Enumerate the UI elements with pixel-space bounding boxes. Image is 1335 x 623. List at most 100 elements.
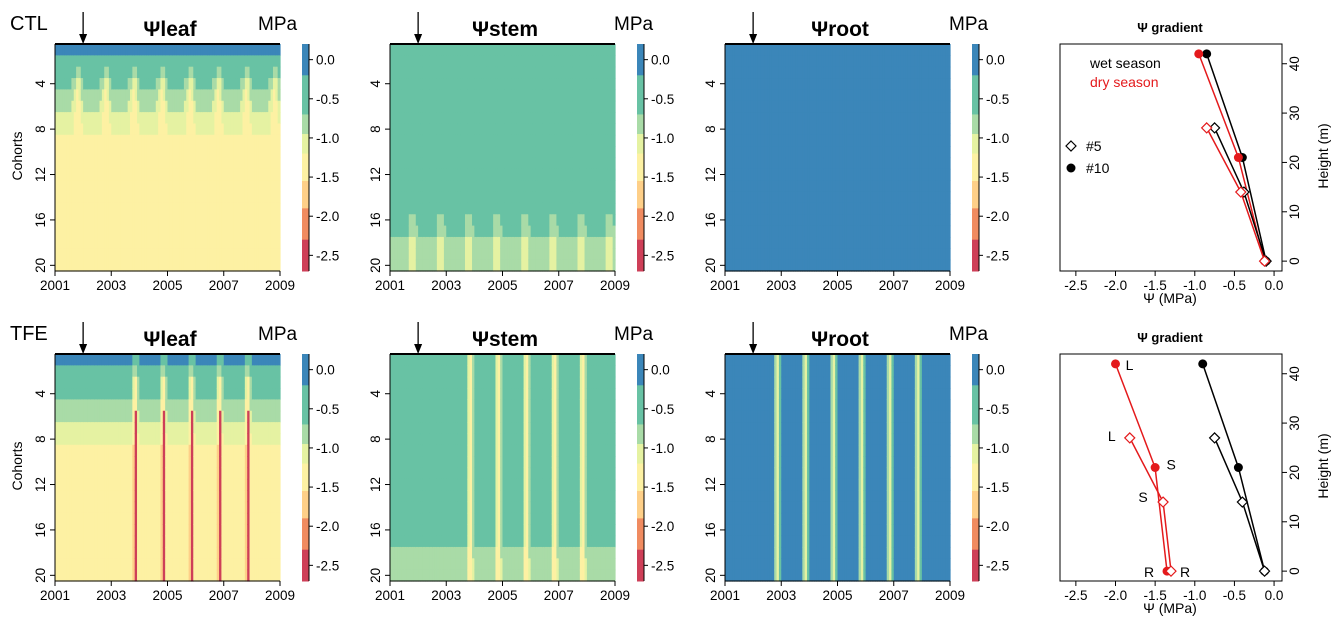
heat-cell xyxy=(443,168,447,181)
heat-cell xyxy=(481,248,485,261)
heat-cell xyxy=(814,123,817,136)
heat-cell xyxy=(554,225,557,238)
heat-cell xyxy=(108,146,112,159)
heat-cell xyxy=(411,191,415,204)
heat-cell xyxy=(216,89,220,102)
heat-cell xyxy=(507,225,511,238)
heat-cell xyxy=(205,66,208,79)
heat-cell xyxy=(839,66,843,79)
heat-cell xyxy=(446,44,450,56)
heat-cell xyxy=(605,157,609,170)
heat-cell xyxy=(823,89,827,102)
colorbar-swatch xyxy=(637,239,644,272)
heat-cell xyxy=(83,236,87,249)
heat-cell xyxy=(467,66,471,79)
heat-cell xyxy=(811,100,815,113)
heat-cell xyxy=(760,214,764,227)
heat-cell xyxy=(113,55,117,68)
heat-cell xyxy=(544,236,548,249)
heat-cell xyxy=(415,134,419,147)
heat-cell xyxy=(397,157,400,170)
heat-cell xyxy=(814,55,817,68)
heat-cell xyxy=(408,191,412,204)
heat-cell xyxy=(549,44,553,56)
heat-cell xyxy=(106,100,110,113)
heat-cell xyxy=(76,191,80,204)
heat-cell xyxy=(144,100,147,113)
heat-cell xyxy=(821,259,825,272)
heat-cell xyxy=(214,191,218,204)
heat-cell xyxy=(230,78,234,90)
heat-cell xyxy=(176,66,180,79)
heat-cell xyxy=(137,112,140,125)
heat-cell xyxy=(415,146,419,159)
heat-cell xyxy=(448,214,452,227)
heat-cell xyxy=(422,55,426,68)
heat-cell xyxy=(441,123,445,136)
heat-cell xyxy=(460,180,464,193)
heat-cell xyxy=(814,191,817,204)
heat-cell xyxy=(584,89,588,102)
heat-cell xyxy=(783,202,787,215)
heat-cell xyxy=(750,180,754,193)
heat-cell xyxy=(237,259,241,272)
heat-cell xyxy=(500,123,504,136)
heat-cell xyxy=(483,191,487,204)
heat-cell xyxy=(577,259,581,272)
heat-cell xyxy=(514,225,518,238)
heat-cell xyxy=(76,78,80,90)
heat-cell xyxy=(577,248,581,261)
heat-cell xyxy=(221,112,225,125)
heat-cell xyxy=(474,191,478,204)
heat-cell xyxy=(399,78,403,90)
heat-cell xyxy=(821,168,825,181)
heat-cell xyxy=(422,259,426,272)
heat-cell xyxy=(516,55,520,68)
heat-cell xyxy=(132,89,136,102)
heat-cell xyxy=(500,157,504,170)
heat-cell xyxy=(809,180,813,193)
heat-cell xyxy=(783,168,787,181)
heat-cell xyxy=(729,44,733,56)
heat-cell xyxy=(497,123,501,136)
heat-cell xyxy=(73,78,77,90)
heat-cell xyxy=(127,100,131,113)
heat-cell xyxy=(425,202,429,215)
heat-cell xyxy=(807,134,810,147)
heat-cell xyxy=(125,214,129,227)
heat-cell xyxy=(556,112,560,125)
heat-cell xyxy=(750,89,754,102)
heat-cell xyxy=(743,66,747,79)
heat-cell xyxy=(115,202,119,215)
heat-cell xyxy=(551,214,555,227)
heat-cell xyxy=(446,180,450,193)
heat-cell xyxy=(832,168,836,181)
heat-cell xyxy=(228,100,232,113)
heat-cell xyxy=(570,157,574,170)
heat-cell xyxy=(750,44,754,56)
heat-cell xyxy=(443,44,447,56)
heat-cell xyxy=(254,180,258,193)
heat-cell xyxy=(270,157,274,170)
heat-cell xyxy=(111,112,115,125)
heat-cell xyxy=(443,180,447,193)
heat-cell xyxy=(790,191,794,204)
heat-cell xyxy=(153,236,157,249)
heat-cell xyxy=(554,44,557,56)
heat-cell xyxy=(151,66,155,79)
heat-cell xyxy=(830,236,834,249)
heat-cell xyxy=(518,259,522,272)
heat-cell xyxy=(415,100,419,113)
heat-cell xyxy=(603,180,607,193)
ytick-label: 8 xyxy=(33,125,48,133)
heat-cell xyxy=(195,123,199,136)
heat-cell xyxy=(814,168,817,181)
heat-cell xyxy=(249,55,253,68)
heat-cell xyxy=(188,123,192,136)
heat-cell xyxy=(818,225,822,238)
title-ctl-leaf: Ψleaf xyxy=(143,18,197,41)
heat-cell xyxy=(568,157,572,170)
heat-cell xyxy=(256,100,260,113)
heat-cell xyxy=(725,225,728,238)
heat-cell xyxy=(483,55,487,68)
